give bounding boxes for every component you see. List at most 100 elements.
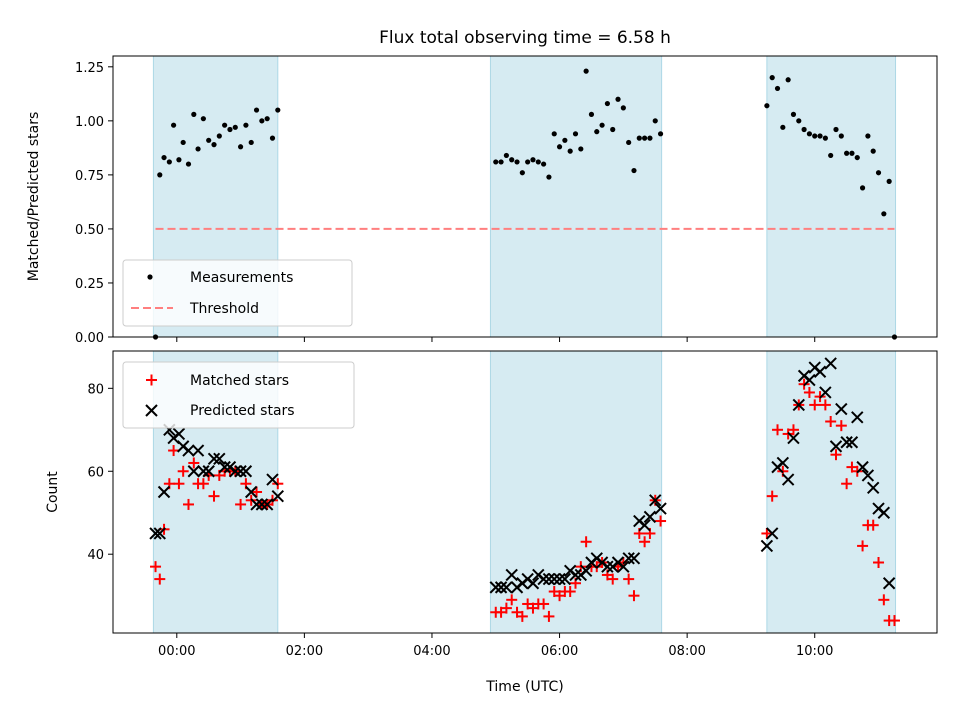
predicted-point <box>781 473 795 486</box>
measurement-point <box>785 77 791 83</box>
measurement-point <box>572 131 579 137</box>
matched-point <box>500 602 512 614</box>
predicted-point <box>153 527 166 540</box>
measurement-point <box>248 139 254 146</box>
matched-legend-label: Matched stars <box>190 373 289 389</box>
observing-window-span <box>489 350 663 634</box>
predicted-point <box>601 560 614 573</box>
matched-point <box>766 490 778 502</box>
predicted-point <box>537 572 550 586</box>
measurement-point <box>232 124 238 130</box>
measurement-point <box>161 154 167 161</box>
predicted-point <box>542 572 556 586</box>
measurement-point <box>647 135 653 141</box>
matched-point <box>182 498 194 510</box>
bottom-x-ticks: 00:00 02:00 04:00 06:00 08:00 10:00 <box>158 633 833 659</box>
predicted-point <box>835 402 848 416</box>
top-axes-frame <box>112 55 938 338</box>
measurement-point <box>881 211 887 217</box>
matched-point <box>580 536 592 548</box>
measurement-legend-label: Measurements <box>190 270 293 286</box>
matched-point <box>168 445 180 457</box>
measurement-point <box>237 144 244 150</box>
matched-points <box>150 378 900 627</box>
observing-window-span <box>766 55 897 338</box>
predicted-point <box>765 527 779 540</box>
measurement-point <box>780 124 786 130</box>
top-observing-windows <box>152 55 897 338</box>
y-tick-label: 1.00 <box>75 115 104 130</box>
matched-point <box>888 615 900 627</box>
matched-point <box>819 399 831 411</box>
matched-point <box>607 573 619 585</box>
matched-point <box>857 540 869 552</box>
bottom-observing-windows <box>152 350 897 634</box>
predicted-point <box>218 460 231 474</box>
y-tick-label: 60 <box>87 465 104 480</box>
measurement-point <box>216 133 222 139</box>
y-tick-label: 0.25 <box>75 277 104 292</box>
predicted-points <box>149 357 896 594</box>
matched-point <box>841 478 853 490</box>
matched-point <box>761 527 773 539</box>
measurement-point <box>604 100 611 107</box>
measurement-point <box>796 118 802 124</box>
measurement-point <box>642 135 648 141</box>
ratio-panel: 0.00 0.25 0.50 0.75 1.00 1.25 Matched/Predict… <box>26 55 938 346</box>
measurement-point <box>854 154 860 161</box>
top-y-axis-label: Matched/Predicted stars <box>26 112 42 282</box>
x-tick-label: 02:00 <box>286 644 323 659</box>
bottom-y-axis-label: Count <box>45 471 61 513</box>
predicted-point <box>882 577 896 590</box>
predicted-point <box>803 373 816 387</box>
measurement-point <box>812 133 818 139</box>
measurement-point <box>519 170 525 176</box>
matched-point <box>655 515 667 527</box>
predicted-point <box>553 572 566 586</box>
predicted-point <box>824 357 837 370</box>
predicted-point <box>255 498 269 511</box>
matched-point <box>506 594 518 606</box>
predicted-point <box>239 465 253 478</box>
measurement-point <box>817 133 823 139</box>
predicted-point <box>856 460 869 474</box>
y-tick-label: 0.00 <box>75 331 104 346</box>
matched-point <box>809 399 821 411</box>
top-x-ticks <box>176 337 816 342</box>
measurement-point <box>264 116 270 122</box>
measurement-point <box>838 133 844 139</box>
measurement-point <box>259 118 265 124</box>
predicted-point <box>505 568 518 582</box>
top-y-ticks: 0.00 0.25 0.50 0.75 1.00 1.25 <box>75 61 113 346</box>
y-tick-label: 0.75 <box>75 169 104 184</box>
measurement-point <box>269 135 276 141</box>
measurement-point <box>859 185 866 191</box>
measurement-point <box>556 144 563 150</box>
matched-point <box>251 486 263 498</box>
threshold-legend-label: Threshold <box>189 301 259 317</box>
predicted-point <box>271 489 285 503</box>
bottom-axes-frame <box>112 350 938 634</box>
predicted-point <box>776 456 790 470</box>
measurement-point <box>243 122 249 128</box>
predicted-point <box>149 527 162 540</box>
measurement-point <box>652 118 658 124</box>
measurement-point <box>530 157 536 163</box>
predicted-point <box>866 481 880 495</box>
predicted-point <box>548 572 561 586</box>
measurement-point <box>157 172 163 178</box>
predicted-point <box>840 436 853 449</box>
measurement-point <box>657 131 664 137</box>
predicted-point <box>787 431 800 445</box>
bottom-legend-box <box>122 361 355 429</box>
predicted-point <box>229 465 242 478</box>
measurement-point <box>631 167 637 174</box>
x-tick-label: 00:00 <box>158 644 195 659</box>
figure-title: Flux total observing time = 6.58 h <box>379 28 671 48</box>
predicted-point <box>157 485 171 499</box>
measurement-point <box>636 135 642 141</box>
matched-point <box>235 498 247 510</box>
matched-point <box>628 590 640 602</box>
observing-window-span <box>489 55 663 338</box>
